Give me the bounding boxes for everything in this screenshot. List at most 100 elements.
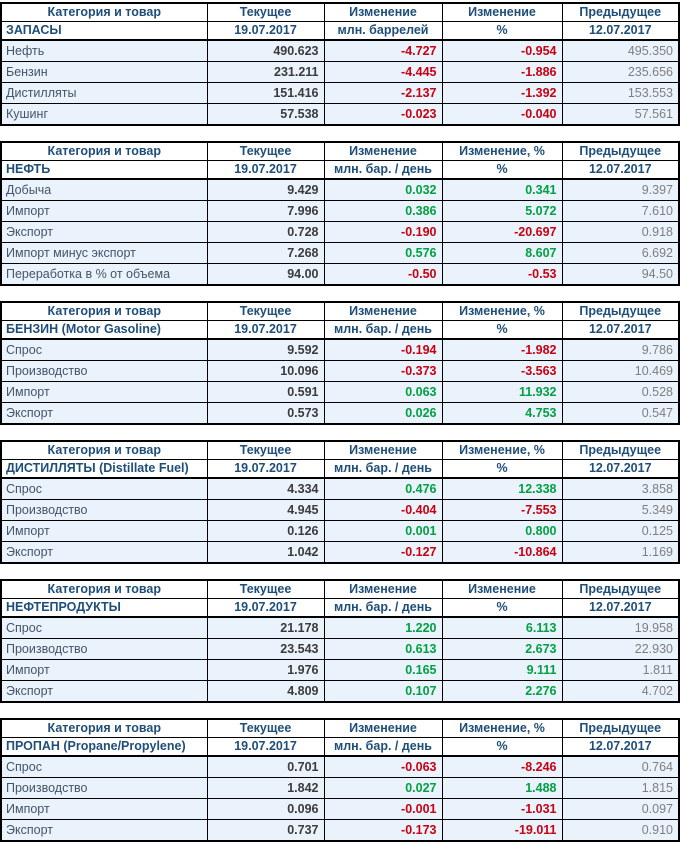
percent-symbol: % xyxy=(441,598,563,618)
table-row: Производство 1.842 0.027 1.488 1.815 xyxy=(0,777,680,799)
row-label: Импорт xyxy=(0,659,208,681)
current-date: 19.07.2017 xyxy=(206,160,325,180)
table-row: Спрос 0.701 -0.063 -8.246 0.764 xyxy=(0,755,680,778)
column-header: Изменение xyxy=(323,2,443,22)
change-pct-value: 0.800 xyxy=(441,520,563,542)
data-table: Категория и товар Текущее Изменение Изменен… xyxy=(0,2,680,126)
column-header: Текущее xyxy=(206,2,325,22)
table-header-row: Категория и товар Текущее Изменение Изменен… xyxy=(0,141,680,161)
row-label: Производство xyxy=(0,360,208,382)
current-value: 57.538 xyxy=(206,103,325,126)
change-pct-value: 4.753 xyxy=(441,402,563,425)
previous-value: 22.930 xyxy=(561,638,680,660)
column-header: Текущее xyxy=(206,718,325,738)
previous-value: 7.610 xyxy=(561,200,680,222)
row-label: Экспорт xyxy=(0,819,208,842)
change-value: 0.386 xyxy=(323,200,443,222)
current-value: 0.573 xyxy=(206,402,325,425)
unit-label: млн. бар. / день xyxy=(323,459,443,479)
unit-label: млн. бар. / день xyxy=(323,160,443,180)
column-header: Предыдущее xyxy=(561,579,680,599)
table-row: Добыча 9.429 0.032 0.341 9.397 xyxy=(0,178,680,201)
current-date: 19.07.2017 xyxy=(206,737,325,757)
table-row: Импорт 0.096 -0.001 -1.031 0.097 xyxy=(0,798,680,820)
change-pct-value: 0.341 xyxy=(441,178,563,201)
table-head: Категория и товар Текущее Изменение Изменен… xyxy=(0,2,680,41)
previous-value: 153.553 xyxy=(561,82,680,104)
change-pct-value: -1.886 xyxy=(441,61,563,83)
row-label: Импорт минус экспорт xyxy=(0,242,208,264)
table-row: Экспорт 0.737 -0.173 -19.011 0.910 xyxy=(0,819,680,842)
previous-value: 3.858 xyxy=(561,477,680,500)
previous-value: 0.528 xyxy=(561,381,680,403)
change-value: -0.001 xyxy=(323,798,443,820)
change-pct-value: 2.276 xyxy=(441,680,563,703)
row-label: Спрос xyxy=(0,755,208,778)
change-pct-value: -8.246 xyxy=(441,755,563,778)
current-value: 9.429 xyxy=(206,178,325,201)
previous-value: 1.811 xyxy=(561,659,680,681)
row-label: Спрос xyxy=(0,338,208,361)
change-value: 0.032 xyxy=(323,178,443,201)
current-value: 490.623 xyxy=(206,39,325,62)
current-date: 19.07.2017 xyxy=(206,598,325,618)
previous-value: 1.169 xyxy=(561,541,680,564)
table-row: Импорт 0.126 0.001 0.800 0.125 xyxy=(0,520,680,542)
table-row: Производство 10.096 -0.373 -3.563 10.469 xyxy=(0,360,680,382)
change-pct-value: 1.488 xyxy=(441,777,563,799)
previous-value: 57.561 xyxy=(561,103,680,126)
data-table: Категория и товар Текущее Изменение Изменен… xyxy=(0,579,680,703)
column-header: Категория и товар xyxy=(0,579,208,599)
previous-date: 12.07.2017 xyxy=(561,737,680,757)
change-value: 0.576 xyxy=(323,242,443,264)
column-header: Изменение xyxy=(441,2,563,22)
column-header: Текущее xyxy=(206,440,325,460)
column-header: Изменение xyxy=(323,141,443,161)
change-pct-value: -0.954 xyxy=(441,39,563,62)
row-label: Добыча xyxy=(0,178,208,201)
unit-label: млн. баррелей xyxy=(323,21,443,41)
table-subheader-row: НЕФТЬ 19.07.2017 млн. бар. / день% 12.07.20… xyxy=(0,160,680,180)
row-label: Экспорт xyxy=(0,402,208,425)
previous-value: 4.702 xyxy=(561,680,680,703)
table-head: Категория и товар Текущее Изменение Изменен… xyxy=(0,141,680,180)
table-subheader-row: ДИСТИЛЛЯТЫ (Distillate Fuel) 19.07.2017 мл… xyxy=(0,459,680,479)
change-value: 0.063 xyxy=(323,381,443,403)
row-label: Нефть xyxy=(0,39,208,62)
table-header-row: Категория и товар Текущее Изменение Изменен… xyxy=(0,301,680,321)
change-value: -0.127 xyxy=(323,541,443,564)
table-row: Спрос 21.178 1.220 6.113 19.958 xyxy=(0,616,680,639)
table-header-row: Категория и товар Текущее Изменение Изменен… xyxy=(0,718,680,738)
previous-value: 6.692 xyxy=(561,242,680,264)
table-head: Категория и товар Текущее Изменение Изменен… xyxy=(0,440,680,479)
row-label: Переработка в % от объема xyxy=(0,263,208,286)
previous-date: 12.07.2017 xyxy=(561,598,680,618)
previous-value: 0.910 xyxy=(561,819,680,842)
column-header: Предыдущее xyxy=(561,2,680,22)
row-label: Дистилляты xyxy=(0,82,208,104)
row-label: Импорт xyxy=(0,200,208,222)
current-value: 1.042 xyxy=(206,541,325,564)
current-value: 0.126 xyxy=(206,520,325,542)
change-value: 0.001 xyxy=(323,520,443,542)
table-row: Бензин 231.211 -4.445 -1.886 235.656 xyxy=(0,61,680,83)
table-head: Категория и товар Текущее Изменение Изменен… xyxy=(0,718,680,757)
table-row: Импорт минус экспорт 7.268 0.576 8.607 6.692 xyxy=(0,242,680,264)
current-value: 1.842 xyxy=(206,777,325,799)
data-table: Категория и товар Текущее Изменение Изменен… xyxy=(0,440,680,564)
column-header: Изменение xyxy=(323,579,443,599)
previous-value: 235.656 xyxy=(561,61,680,83)
previous-value: 9.397 xyxy=(561,178,680,201)
unit-label: млн. бар. / день xyxy=(323,598,443,618)
row-label: Спрос xyxy=(0,616,208,639)
previous-value: 10.469 xyxy=(561,360,680,382)
previous-value: 0.547 xyxy=(561,402,680,425)
table-subheader-row: ПРОПАН (Propane/Propylene) 19.07.2017 млн.… xyxy=(0,737,680,757)
change-pct-value: 2.673 xyxy=(441,638,563,660)
change-pct-value: -0.53 xyxy=(441,263,563,286)
table-row: Спрос 9.592 -0.194 -1.982 9.786 xyxy=(0,338,680,361)
column-header: Категория и товар xyxy=(0,440,208,460)
previous-value: 495.350 xyxy=(561,39,680,62)
current-value: 0.728 xyxy=(206,221,325,243)
column-header: Изменение, % xyxy=(441,301,563,321)
